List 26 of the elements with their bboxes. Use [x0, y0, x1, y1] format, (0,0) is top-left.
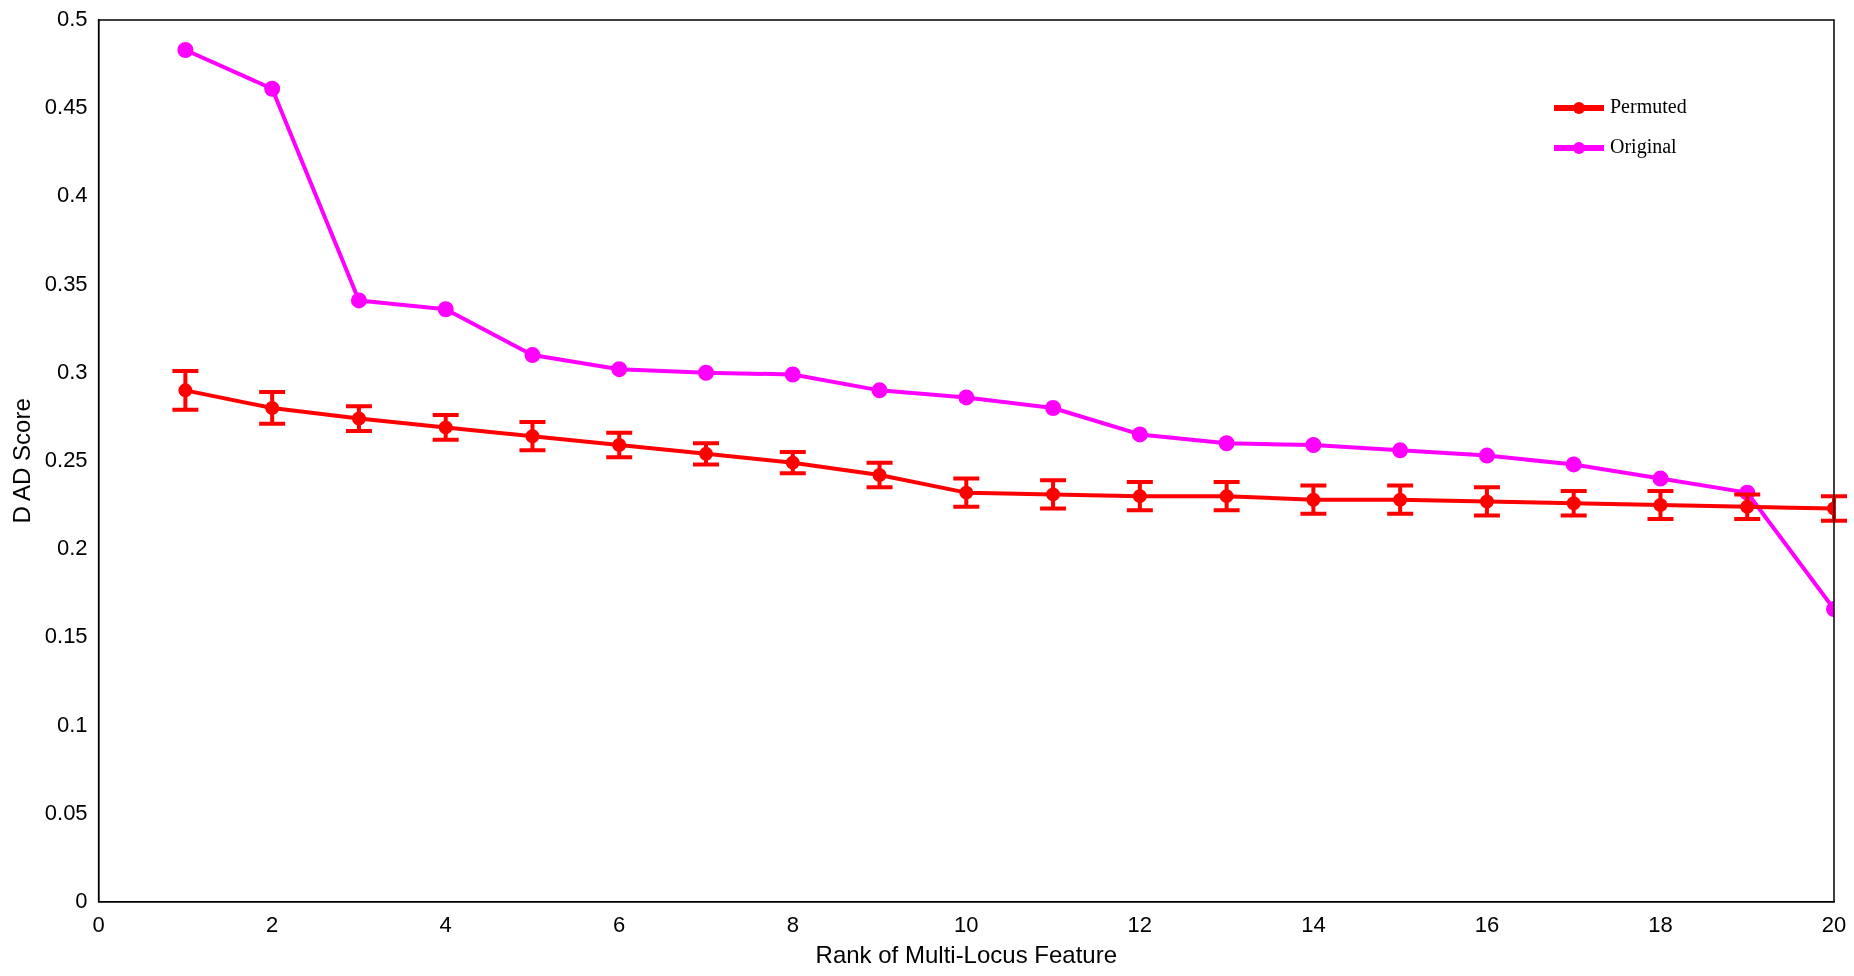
- y-tick-label: 0.25: [44, 446, 88, 472]
- x-tick-label: 0: [92, 912, 105, 938]
- y-axis-title: D AD Score: [8, 398, 36, 524]
- x-tick-label: 16: [1474, 912, 1500, 938]
- y-tick-label: 0.4: [57, 182, 88, 208]
- x-tick-label: 12: [1127, 912, 1153, 938]
- y-tick-label: 0: [75, 887, 88, 913]
- x-tick-label: 2: [266, 912, 279, 938]
- y-tick-label: 0.05: [44, 799, 88, 825]
- y-tick-label: 0.2: [57, 535, 88, 561]
- x-tick-label: 14: [1301, 912, 1326, 938]
- x-tick-label: 4: [439, 912, 452, 938]
- x-axis-title: Rank of Multi-Locus Feature: [815, 941, 1118, 969]
- y-tick-label: 0.5: [57, 6, 88, 32]
- y-tick-label: 0.45: [44, 94, 88, 120]
- y-tick-label: 0.35: [44, 270, 88, 296]
- x-tick-label: 18: [1648, 912, 1673, 938]
- y-tick-label: 0.1: [57, 711, 88, 737]
- legend-label: Permuted: [1610, 95, 1687, 118]
- x-tick-label: 6: [613, 912, 626, 938]
- x-tick-label: 10: [954, 912, 979, 938]
- x-tick-label: 8: [786, 912, 799, 938]
- y-tick-label: 0.3: [57, 358, 88, 384]
- y-tick-label: 0.15: [44, 623, 88, 649]
- x-tick-label: 20: [1821, 912, 1847, 938]
- legend-label: Original: [1610, 135, 1678, 159]
